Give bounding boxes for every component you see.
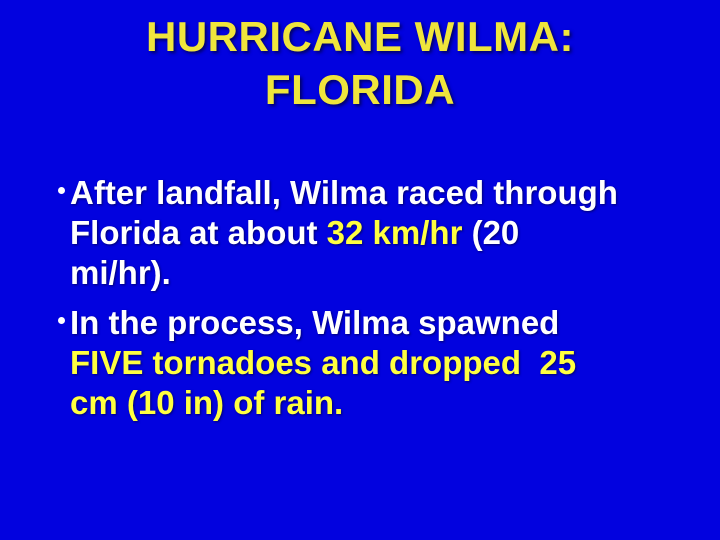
text-run: FIVE tornadoes and dropped 25 cm (10 in)… [70,344,577,421]
bullet-item: In the process, Wilma spawned FIVE torna… [58,303,670,423]
text-run: 32 km/hr [326,214,463,251]
bullet-marker [58,317,65,324]
bullet-text: In the process, Wilma spawned FIVE torna… [70,303,670,423]
text-run: After landfall, Wilma raced through Flor… [70,174,618,251]
bullet-text: After landfall, Wilma raced through Flor… [70,173,670,293]
bullet-item: After landfall, Wilma raced through Flor… [58,173,670,293]
text-run: (20 mi/hr). [70,214,520,291]
slide-body: After landfall, Wilma raced through Flor… [0,173,670,433]
slide-title: HURRICANE WILMA: FLORIDA [146,13,574,113]
bullet-marker [58,187,65,194]
text-run: In the process, Wilma spawned [70,304,560,341]
